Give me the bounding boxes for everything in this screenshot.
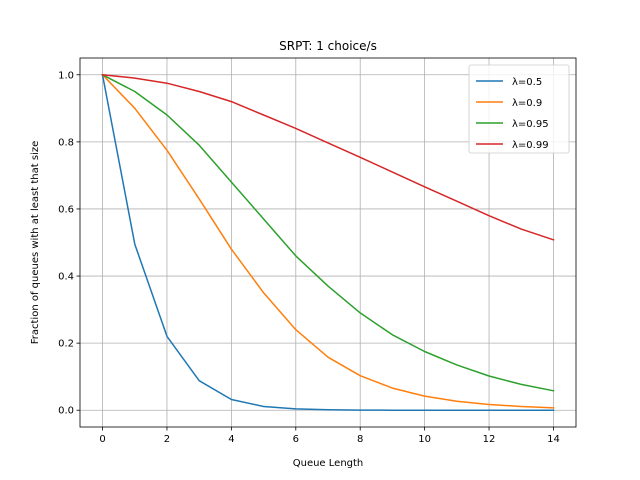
y-tick-label: 1.0 (58, 70, 74, 81)
series-lines (101, 73, 555, 411)
legend: λ=0.5 λ=0.9 λ=0.95 λ=0.99 (468, 64, 570, 154)
legend-entry: λ=0.9 (512, 98, 542, 109)
y-tick-label: 0.6 (58, 204, 74, 215)
plot-frame (79, 57, 577, 428)
legend-entry: λ=0.5 (512, 77, 542, 88)
x-tick-label: 10 (418, 434, 431, 445)
x-tick-label: 2 (164, 434, 170, 445)
y-axis-ticks: 0.0 0.2 0.4 0.6 0.8 1.0 (58, 70, 80, 417)
legend-box (468, 64, 570, 154)
y-tick-label: 0.8 (58, 137, 74, 148)
legend-entry: λ=0.99 (512, 140, 549, 151)
y-axis-label: Fraction of queues with at least that si… (30, 141, 41, 345)
x-tick-label: 6 (293, 434, 299, 445)
legend-entry: λ=0.95 (512, 119, 549, 130)
x-axis-ticks: 0 2 4 6 8 10 12 14 (99, 427, 560, 445)
y-tick-label: 0.4 (58, 272, 74, 283)
y-tick-label: 0.2 (58, 339, 74, 350)
x-tick-label: 4 (228, 434, 234, 445)
chart-title: SRPT: 1 choice/s (279, 39, 377, 53)
y-tick-label: 0.0 (58, 406, 74, 417)
x-tick-label: 8 (357, 434, 363, 445)
series-line (101, 73, 555, 392)
series-line (101, 73, 555, 409)
x-axis-label: Queue Length (293, 458, 364, 469)
series-line (101, 73, 555, 241)
x-tick-label: 12 (483, 434, 496, 445)
x-tick-label: 0 (99, 434, 105, 445)
x-tick-label: 14 (547, 434, 560, 445)
series-line (101, 73, 555, 411)
